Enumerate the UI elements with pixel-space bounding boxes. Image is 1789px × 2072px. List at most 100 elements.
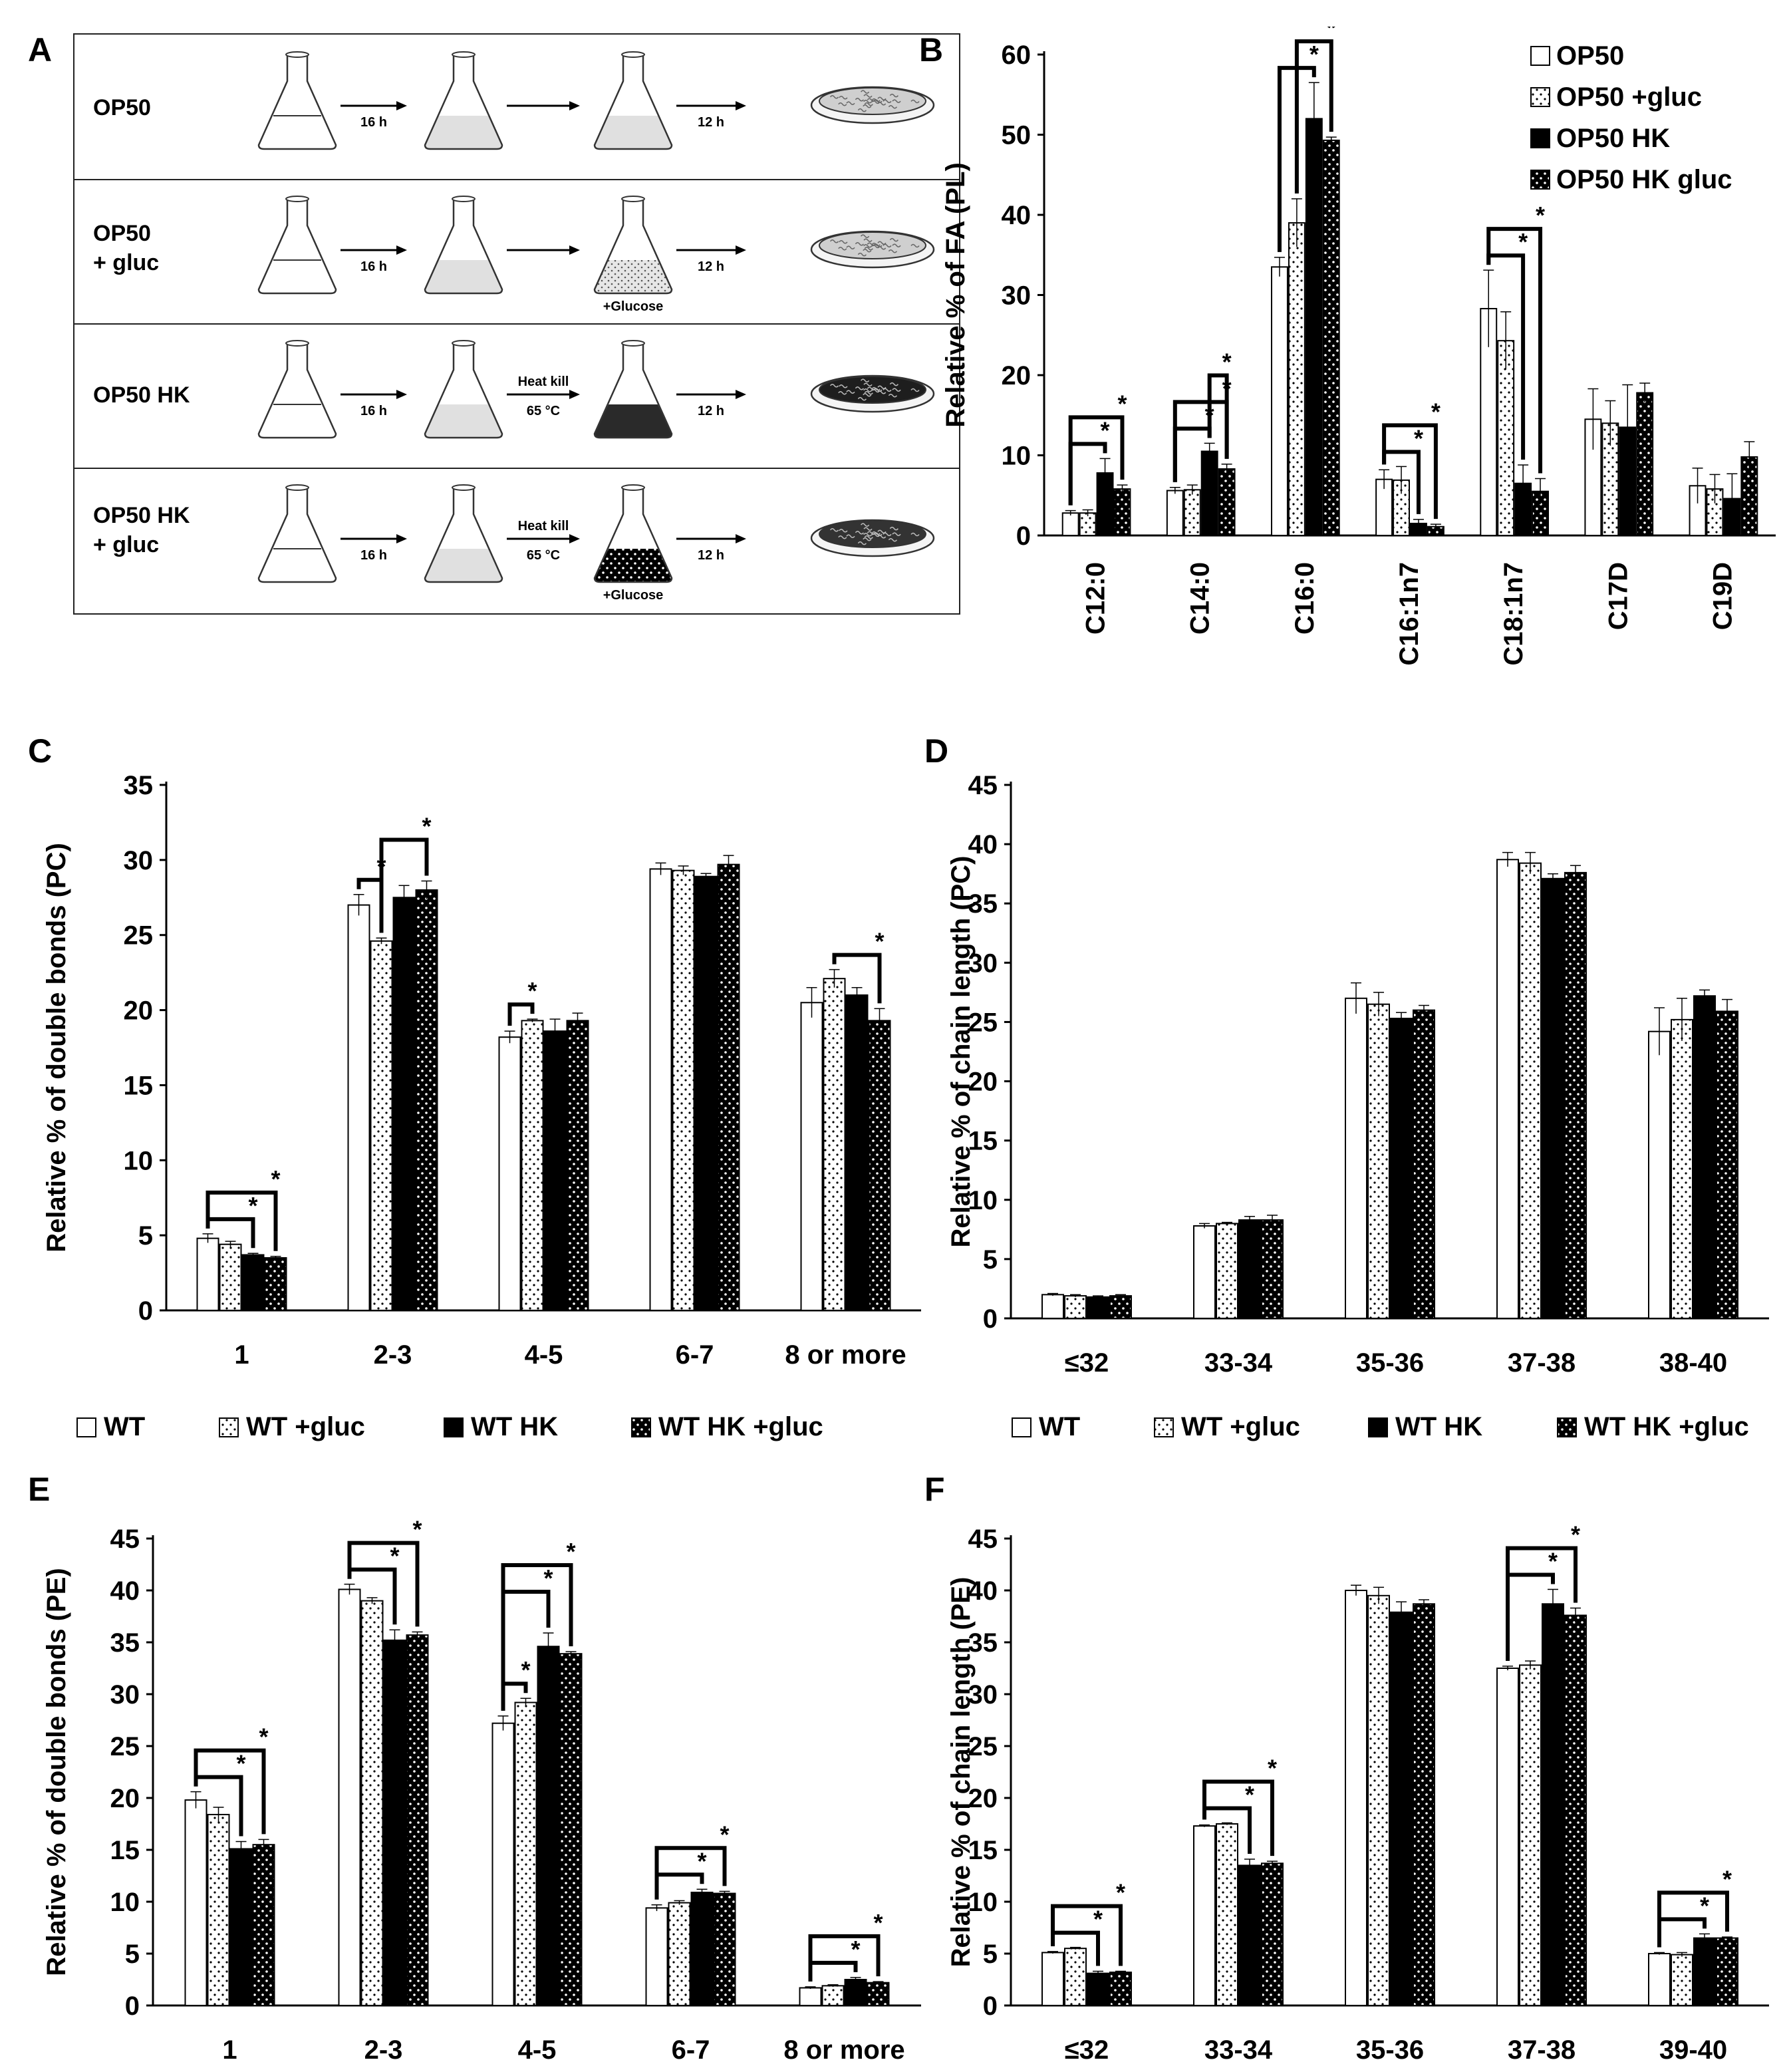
bar <box>1542 877 1564 1320</box>
bar <box>1305 118 1323 536</box>
worm-icon <box>892 243 901 247</box>
panel-letter-d: D <box>924 732 949 770</box>
row-graphics: 16 h 12 h <box>257 51 935 150</box>
flask-icon <box>593 343 673 439</box>
worm-icon <box>863 248 872 253</box>
significance-star: * <box>527 977 537 1004</box>
x-tick-label: C19D <box>1708 562 1737 630</box>
worm-icon <box>871 98 881 102</box>
bar <box>1496 859 1519 1319</box>
y-tick-label: 15 <box>968 1127 998 1156</box>
worm-icon <box>889 237 898 242</box>
x-tick-label: 2-3 <box>364 2035 403 2065</box>
bar <box>264 1257 287 1311</box>
worm-icon <box>889 526 898 531</box>
bar <box>1671 1018 1693 1319</box>
significance-star: * <box>1222 348 1232 375</box>
worm-icon <box>855 386 865 390</box>
bar <box>1367 1003 1390 1319</box>
bar <box>1261 1219 1284 1319</box>
worm-icon <box>863 388 873 392</box>
worm-icon <box>863 243 873 248</box>
flask-icon <box>593 488 673 583</box>
arrow-icon <box>569 534 580 543</box>
significance-star: * <box>521 1656 530 1684</box>
heat-kill-temp: 65 °C <box>527 404 560 418</box>
significance-bracket <box>1382 423 1438 519</box>
bar <box>1113 488 1131 536</box>
worm-icon <box>846 390 855 394</box>
bar <box>521 1020 544 1311</box>
y-tick-label: 5 <box>983 1940 998 1969</box>
bar <box>491 1722 515 2006</box>
significance-star: * <box>390 1543 399 1570</box>
worm-icon <box>871 533 881 537</box>
y-tick-label: 20 <box>968 1068 998 1097</box>
bar <box>360 1600 384 2007</box>
y-tick-label: 30 <box>968 1680 998 1709</box>
y-tick-label: 10 <box>110 1888 140 1917</box>
worm-icon <box>830 384 839 388</box>
bar <box>1519 1664 1542 2006</box>
worm-icon <box>889 93 898 98</box>
step-duration: 16 h <box>360 115 387 130</box>
worm-icon <box>857 108 867 112</box>
flask-rim <box>621 196 645 202</box>
bar <box>844 1979 867 2006</box>
arrow-icon <box>569 390 580 399</box>
x-tick-label: 39-40 <box>1659 2035 1727 2065</box>
bar <box>1345 1590 1367 2006</box>
significance-bracket <box>1657 1890 1729 1948</box>
worm-icon <box>863 94 873 98</box>
chart-panel-e: 0 5 10 15 20 25 30 35 40 45 Relative % of double b… <box>42 1516 921 2065</box>
row-diagram: 16 h 12 h +Glucose <box>257 196 935 314</box>
y-tick-label: 35 <box>968 1628 998 1658</box>
significance-star: * <box>1536 202 1545 229</box>
arrow-icon <box>396 390 407 399</box>
step-duration: 12 h <box>698 404 724 418</box>
y-tick-label: 45 <box>968 771 998 800</box>
flask-rim <box>621 51 645 58</box>
row-label: OP50 HK <box>93 382 190 408</box>
bar <box>1322 139 1340 536</box>
flask-rim <box>452 340 476 347</box>
row-diagram: 16 h 12 h <box>257 51 935 150</box>
x-tick-label: ≤32 <box>1065 1348 1109 1378</box>
arrow-icon <box>396 101 407 110</box>
worm-icon <box>846 101 855 105</box>
bar <box>867 1982 890 2006</box>
bar <box>1238 1864 1261 2007</box>
bar <box>668 1902 691 2006</box>
legend-label: WT +gluc <box>1181 1412 1300 1441</box>
legend-swatch <box>1154 1417 1174 1437</box>
row-graphics: 16 h 12 h Heat kill 65 °C +Glucose <box>257 484 935 603</box>
bar <box>207 1813 230 2006</box>
worm-icon <box>883 243 892 247</box>
y-tick-label: 40 <box>110 1576 140 1606</box>
arrow-icon <box>396 245 407 255</box>
worm-icon <box>855 242 865 246</box>
worm-icon <box>846 245 855 249</box>
bar <box>1564 871 1587 1319</box>
worm-icon <box>871 386 881 391</box>
worm-icon <box>888 104 898 109</box>
y-tick-label: 15 <box>968 1836 998 1865</box>
worm-icon <box>863 392 872 397</box>
significance-star: * <box>1309 41 1319 68</box>
y-tick-label: 40 <box>968 1576 998 1606</box>
worm-icon <box>861 234 870 238</box>
y-tick-label: 5 <box>125 1940 140 1969</box>
bar <box>498 1036 521 1311</box>
worm-icon <box>855 531 865 535</box>
significance-star: * <box>1117 390 1127 417</box>
bar <box>649 868 672 1311</box>
worm-icon <box>830 528 839 532</box>
y-tick-label: 30 <box>110 1680 140 1709</box>
significance-bracket <box>347 1541 420 1627</box>
bar <box>1166 490 1184 537</box>
chart-panel-b: 0 10 20 30 40 50 60 Relative % of FA (PL) C12:0 C… <box>941 27 1776 666</box>
y-axis-title: Relative % of double bonds (PC) <box>42 843 71 1253</box>
bar <box>1109 1972 1132 2007</box>
x-tick-label: 35-36 <box>1356 2035 1424 2065</box>
arrow-icon <box>736 390 746 399</box>
